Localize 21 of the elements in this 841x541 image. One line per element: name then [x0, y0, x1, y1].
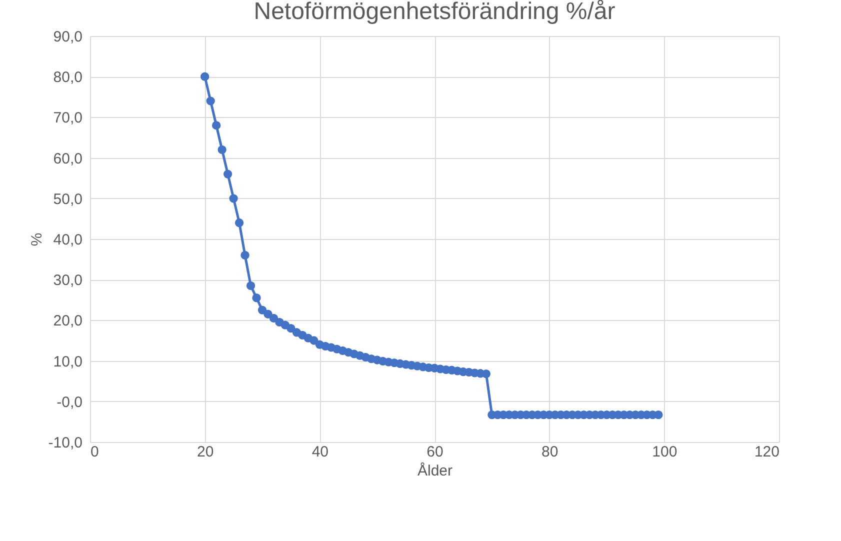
x-axis-title: Ålder	[417, 462, 453, 480]
y-tick-label: 70,0	[53, 110, 82, 127]
y-tick-label: 20,0	[53, 312, 82, 330]
y-tick-label: -10,0	[48, 434, 82, 452]
x-tick-label: 120	[754, 444, 780, 460]
y-tick-label: 10,0	[53, 353, 82, 370]
y-tick-label: 30,0	[53, 272, 82, 290]
x-tick-label: 20	[196, 444, 214, 460]
y-tick-label: 80,0	[53, 69, 82, 86]
y-tick-label: -0,0	[56, 394, 82, 411]
x-tick-label: 60	[426, 444, 444, 460]
y-tick-label: 50,0	[53, 190, 82, 208]
x-tick-label: 80	[541, 444, 558, 460]
y-axis-title: %	[28, 232, 46, 246]
y-tick-label: 60,0	[53, 150, 82, 168]
x-tick-label: 0	[90, 444, 99, 460]
x-tick-label: 40	[312, 444, 329, 460]
y-tick-label: 40,0	[53, 232, 82, 248]
x-tick-label: 100	[652, 444, 678, 460]
y-tick-label: 90,0	[53, 28, 82, 46]
chart-title: Netoförmögenhetsförändring %/år	[254, 0, 616, 25]
